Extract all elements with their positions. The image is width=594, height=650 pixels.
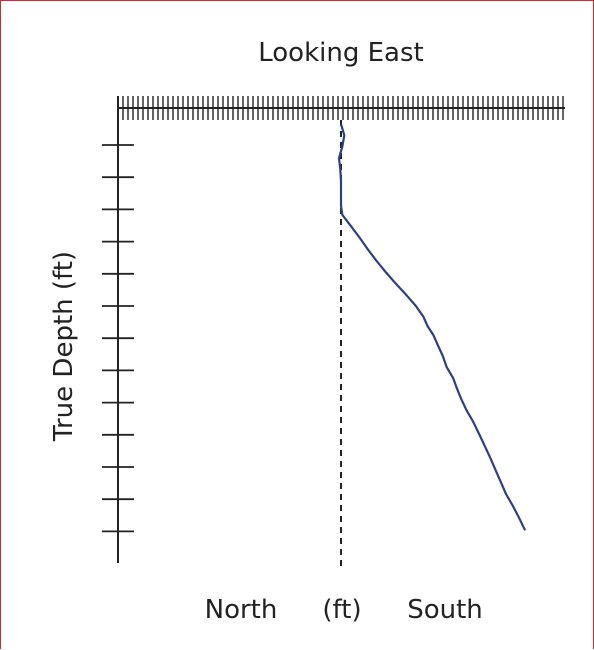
x-axis-label-unit: (ft) (322, 595, 361, 625)
x-axis-label-south: South (407, 595, 483, 625)
y-axis-label: True Depth (ft) (49, 251, 79, 442)
x-axis-label-north: North (205, 595, 278, 625)
chart-title: Looking East (258, 38, 423, 68)
tick-marks (102, 96, 564, 533)
series-line (337, 123, 527, 531)
